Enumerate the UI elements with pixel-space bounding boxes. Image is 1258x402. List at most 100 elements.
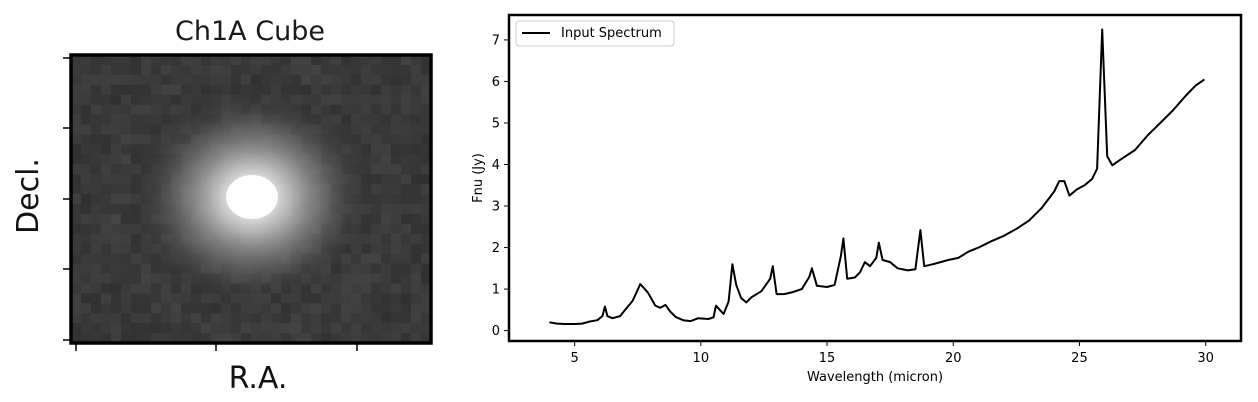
cube-pixel xyxy=(131,114,142,126)
cube-pixel xyxy=(291,313,302,324)
cube-pixel xyxy=(351,253,362,265)
cube-pixel xyxy=(91,323,102,334)
cube-pixel xyxy=(341,303,352,314)
cube-pixel xyxy=(161,74,172,86)
cube-pixel xyxy=(141,64,152,76)
cube-pixel xyxy=(81,194,92,205)
cube-pixel xyxy=(151,55,162,66)
cube-pixel xyxy=(81,174,92,185)
cube-pixel xyxy=(231,64,242,76)
cube-pixel xyxy=(91,74,102,86)
cube-pixel xyxy=(301,313,312,324)
cube-pixel xyxy=(81,303,92,314)
cube-pixel xyxy=(371,333,382,343)
cube-pixel xyxy=(391,144,402,155)
cube-pixel xyxy=(231,55,242,66)
cube-pixel xyxy=(131,154,142,165)
cube-pixel xyxy=(261,84,272,96)
cube-pixel xyxy=(381,323,392,334)
cube-pixel xyxy=(391,174,402,185)
cube-pixel xyxy=(361,313,372,324)
cube-pixel xyxy=(411,64,422,76)
cube-pixel xyxy=(371,144,382,155)
cube-pixel xyxy=(411,223,422,235)
cube-pixel xyxy=(261,323,272,334)
cube-pixel xyxy=(71,253,82,265)
cube-pixel xyxy=(101,243,112,255)
cube-pixel xyxy=(361,333,372,343)
cube-pixel xyxy=(91,164,102,175)
cube-pixel xyxy=(351,55,362,66)
spectrum-frame xyxy=(507,13,1243,343)
cube-pixel xyxy=(81,184,92,195)
cube-pixel xyxy=(411,84,422,96)
cube-pixel xyxy=(71,303,82,314)
cube-pixel xyxy=(231,74,242,86)
cube-pixel xyxy=(411,154,422,165)
cube-pixel xyxy=(111,74,122,86)
cube-pixel xyxy=(371,203,382,215)
cube-pixel xyxy=(421,213,431,225)
cube-pixel xyxy=(381,273,392,285)
cube-pixel xyxy=(391,194,402,205)
cube-pixel xyxy=(391,114,402,126)
cube-pixel xyxy=(91,253,102,265)
cube-pixel xyxy=(401,223,412,235)
cube-pixel xyxy=(381,263,392,275)
cube-pixel xyxy=(411,213,422,225)
cube-pixel xyxy=(111,293,122,304)
x-tick-label-10: 10 xyxy=(693,351,710,366)
cube-pixel xyxy=(101,213,112,225)
cube-pixel xyxy=(151,303,162,314)
cube-pixel xyxy=(91,333,102,343)
cube-pixel xyxy=(241,323,252,334)
cube-pixel xyxy=(101,303,112,314)
cube-pixel xyxy=(401,293,412,304)
cube-pixel xyxy=(121,144,132,155)
cube-pixel xyxy=(241,74,252,86)
cube-pixel xyxy=(371,243,382,255)
cube-pixel xyxy=(181,64,192,76)
cube-pixel xyxy=(151,124,162,136)
cube-pixel xyxy=(421,114,431,126)
cube-pixel xyxy=(71,144,82,155)
cube-pixel xyxy=(171,333,182,343)
cube-pixel xyxy=(371,303,382,314)
cube-pixel xyxy=(101,64,112,76)
cube-pixel xyxy=(111,94,122,106)
cube-pixel xyxy=(121,223,132,235)
cube-pixel xyxy=(321,74,332,86)
cube-pixel xyxy=(291,55,302,66)
cube-pixel xyxy=(141,124,152,136)
cube-pixel xyxy=(141,74,152,86)
cube-pixel xyxy=(421,194,431,205)
cube-pixel xyxy=(121,194,132,205)
cube-pixel xyxy=(91,55,102,66)
cube-pixel xyxy=(111,164,122,175)
cube-pixel xyxy=(361,283,372,294)
cube-pixel xyxy=(271,55,282,66)
cube-pixel xyxy=(281,64,292,76)
cube-pixel xyxy=(411,273,422,285)
cube-pixel xyxy=(221,303,232,314)
cube-pixel xyxy=(201,55,212,66)
cube-pixel xyxy=(311,323,322,334)
cube-pixel xyxy=(141,283,152,294)
cube-pixel xyxy=(131,124,142,136)
cube-pixel xyxy=(121,55,132,66)
cube-pixel xyxy=(311,303,322,314)
cube-pixel xyxy=(241,333,252,343)
cube-pixel xyxy=(301,84,312,96)
cube-pixel xyxy=(161,283,172,294)
cube-pixel xyxy=(421,104,431,116)
cube-pixel xyxy=(101,313,112,324)
cube-pixel xyxy=(131,293,142,304)
cube-pixel xyxy=(231,303,242,314)
cube-source-core xyxy=(226,175,278,219)
cube-pixel xyxy=(101,203,112,215)
cube-pixel xyxy=(351,283,362,294)
cube-pixel xyxy=(421,313,431,324)
cube-pixel xyxy=(361,104,372,116)
cube-pixel xyxy=(341,313,352,324)
